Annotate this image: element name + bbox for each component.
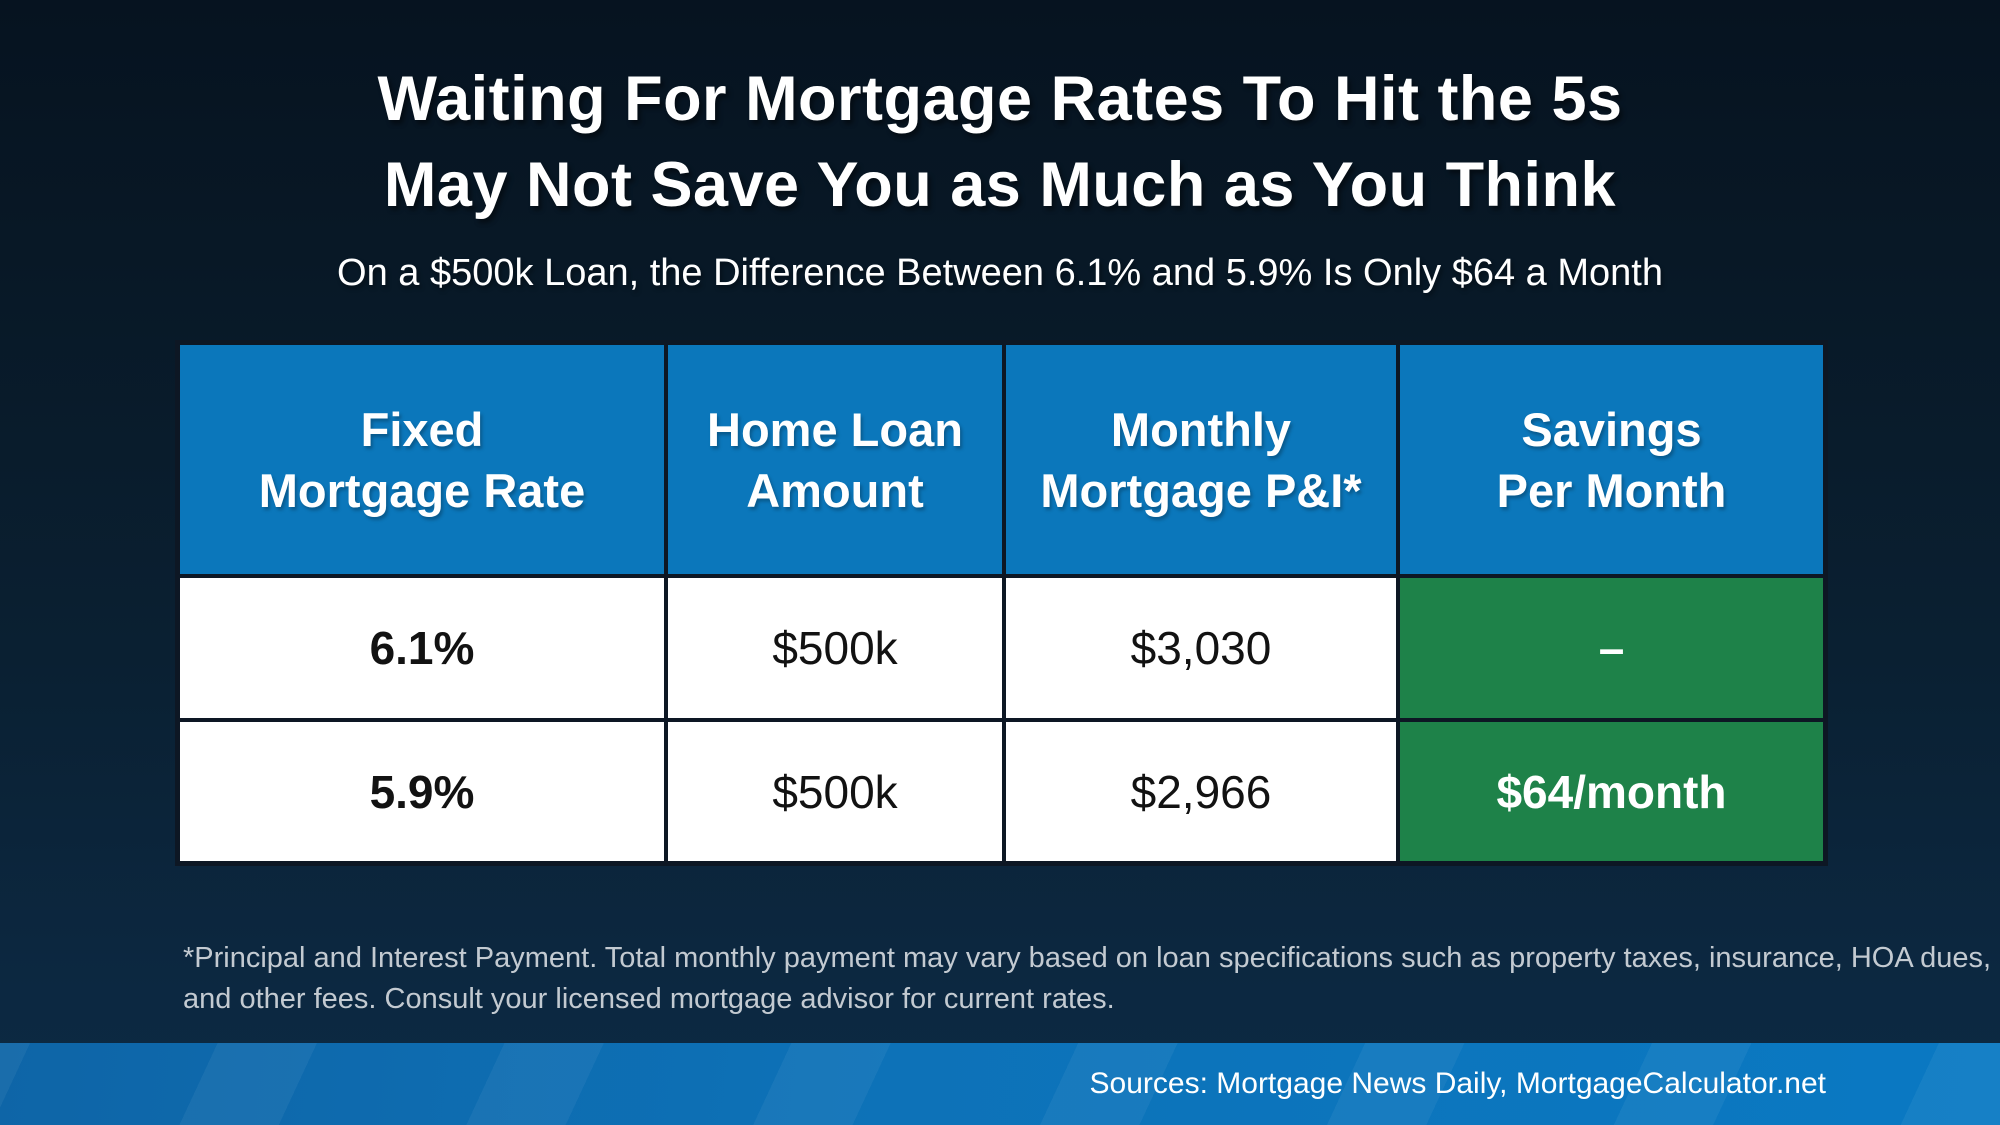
column-header-label: Per Month <box>1496 463 1727 517</box>
mortgage-comparison-table: Fixed Mortgage Rate Home Loan Amount Mon… <box>175 340 1828 866</box>
footnote-line-1: *Principal and Interest Payment. Total m… <box>183 942 1992 974</box>
column-header-fixed-mortgage-rate: Fixed Mortgage Rate <box>180 345 664 574</box>
page-title: Waiting For Mortgage Rates To Hit the 5s… <box>0 56 2000 228</box>
footer-bar: Sources: Mortgage News Daily, MortgageCa… <box>0 1043 2000 1125</box>
cell-row2-savings: $64/month <box>1400 722 1823 861</box>
cell-row2-loan-amount: $500k <box>668 722 1002 861</box>
footnote-line-2: and other fees. Consult your licensed mo… <box>183 983 1115 1015</box>
column-header-label: Mortgage Rate <box>258 463 586 517</box>
column-header-label: Fixed <box>360 402 484 456</box>
cell-row1-loan-amount: $500k <box>668 578 1002 718</box>
page-subtitle: On a $500k Loan, the Difference Between … <box>337 252 1663 294</box>
column-header-label: Monthly <box>1110 402 1292 456</box>
cell-row1-savings: – <box>1400 578 1823 718</box>
cell-row1-rate: 6.1% <box>180 578 664 718</box>
cell-row1-monthly-payment: $3,030 <box>1006 578 1396 718</box>
column-header-monthly-mortgage-pi: Monthly Mortgage P&I* <box>1006 345 1396 574</box>
page-title-line-2: May Not Save You as Much as You Think <box>383 150 1617 220</box>
column-header-label: Amount <box>746 463 924 517</box>
cell-row2-rate: 5.9% <box>180 722 664 861</box>
column-header-home-loan-amount: Home Loan Amount <box>668 345 1002 574</box>
cell-row2-monthly-payment: $2,966 <box>1006 722 1396 861</box>
column-header-label: Savings <box>1521 402 1702 456</box>
page-title-line-1: Waiting For Mortgage Rates To Hit the 5s <box>377 64 1623 134</box>
footnote: *Principal and Interest Payment. Total m… <box>183 938 1991 1020</box>
column-header-savings-per-month: Savings Per Month <box>1400 345 1823 574</box>
sources-text: Sources: Mortgage News Daily, MortgageCa… <box>1089 1067 1826 1100</box>
column-header-label: Home Loan <box>707 402 963 456</box>
column-header-label: Mortgage P&I* <box>1040 463 1362 517</box>
